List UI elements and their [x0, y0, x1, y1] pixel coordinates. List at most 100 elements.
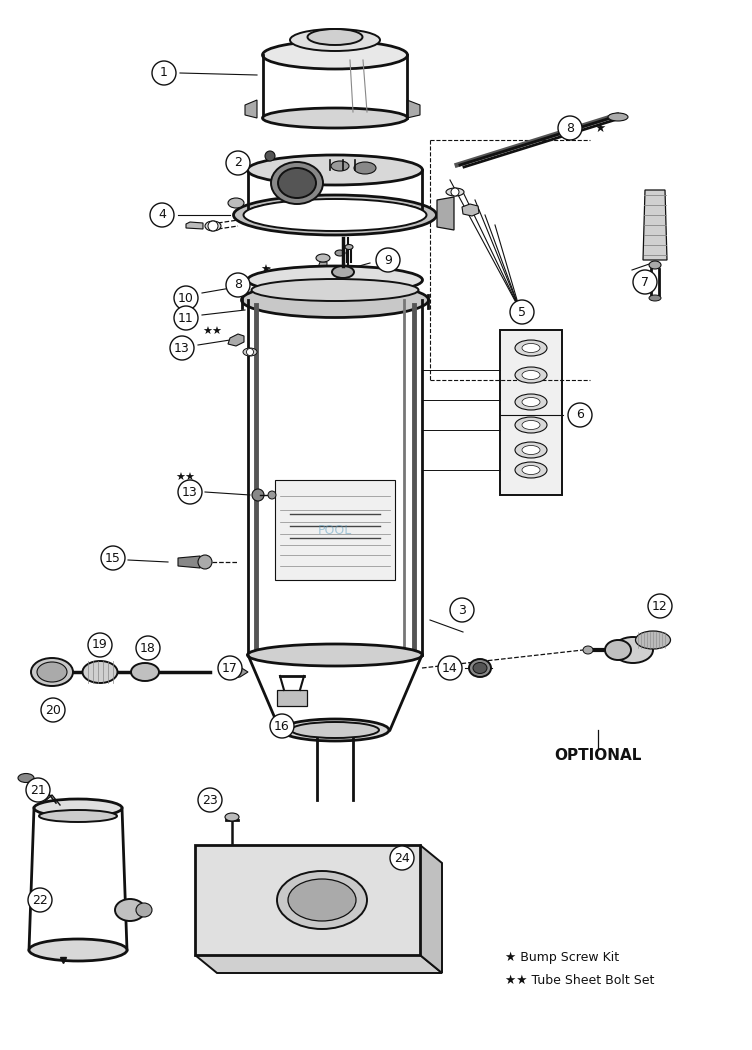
Text: 8: 8 [234, 278, 242, 292]
Text: ★: ★ [260, 265, 270, 275]
Text: 3: 3 [458, 604, 466, 616]
Circle shape [252, 489, 264, 501]
Ellipse shape [522, 445, 540, 455]
Ellipse shape [291, 722, 379, 738]
Ellipse shape [522, 420, 540, 429]
Ellipse shape [83, 662, 117, 682]
Circle shape [270, 714, 294, 738]
Text: 17: 17 [222, 662, 238, 674]
Ellipse shape [522, 465, 540, 475]
Circle shape [390, 846, 414, 870]
Text: 8: 8 [566, 122, 574, 134]
Polygon shape [225, 665, 248, 679]
Ellipse shape [247, 266, 423, 294]
Ellipse shape [635, 631, 671, 649]
Polygon shape [277, 690, 307, 706]
Ellipse shape [335, 250, 345, 256]
Text: 18: 18 [140, 642, 156, 654]
Circle shape [174, 286, 198, 310]
Circle shape [376, 248, 400, 272]
Ellipse shape [469, 659, 491, 677]
Ellipse shape [345, 245, 353, 250]
Bar [275, 480, 395, 580]
Circle shape [178, 480, 202, 504]
Text: 20: 20 [45, 704, 61, 716]
Circle shape [41, 698, 65, 722]
Ellipse shape [649, 261, 661, 269]
Ellipse shape [262, 108, 408, 128]
Circle shape [226, 151, 250, 175]
Text: 15: 15 [105, 551, 121, 565]
Text: 23: 23 [202, 794, 218, 806]
Polygon shape [407, 100, 420, 118]
Ellipse shape [331, 161, 349, 171]
Ellipse shape [225, 813, 239, 821]
Ellipse shape [34, 799, 122, 817]
Text: 24: 24 [394, 852, 410, 864]
Text: 12: 12 [652, 600, 668, 612]
Ellipse shape [288, 879, 356, 921]
Ellipse shape [136, 903, 152, 917]
Ellipse shape [278, 168, 316, 198]
Ellipse shape [515, 368, 547, 383]
Circle shape [451, 188, 459, 196]
Ellipse shape [115, 899, 145, 921]
Bar [195, 845, 420, 956]
Polygon shape [186, 222, 203, 229]
Text: ★★ Tube Sheet Bolt Set: ★★ Tube Sheet Bolt Set [505, 973, 654, 987]
Circle shape [510, 300, 534, 324]
Text: ★ Bump Screw Kit: ★ Bump Screw Kit [505, 951, 619, 965]
Ellipse shape [271, 162, 323, 204]
Text: 7: 7 [641, 275, 649, 289]
Ellipse shape [31, 658, 73, 686]
Polygon shape [317, 262, 327, 270]
Text: ★★: ★★ [175, 472, 195, 483]
Ellipse shape [281, 719, 389, 741]
Ellipse shape [515, 394, 547, 410]
Ellipse shape [649, 295, 661, 301]
Circle shape [170, 336, 194, 360]
Ellipse shape [131, 663, 159, 681]
Text: 6: 6 [576, 408, 584, 421]
Ellipse shape [234, 195, 436, 235]
Circle shape [101, 546, 125, 570]
Circle shape [247, 349, 253, 356]
Text: 11: 11 [178, 312, 194, 324]
Polygon shape [420, 845, 442, 973]
Bar [500, 330, 562, 495]
Text: 10: 10 [178, 292, 194, 304]
Text: 16: 16 [274, 719, 290, 733]
Polygon shape [195, 956, 442, 973]
Text: 21: 21 [30, 783, 46, 797]
Text: ★: ★ [594, 122, 605, 134]
Ellipse shape [613, 637, 653, 663]
Ellipse shape [515, 417, 547, 433]
Circle shape [26, 778, 50, 802]
Ellipse shape [247, 644, 423, 666]
Text: 5: 5 [518, 306, 526, 318]
Circle shape [218, 656, 242, 680]
Circle shape [174, 306, 198, 330]
Circle shape [268, 491, 276, 499]
Ellipse shape [277, 872, 367, 929]
Text: OPTIONAL: OPTIONAL [554, 748, 641, 762]
Ellipse shape [228, 198, 244, 208]
Ellipse shape [316, 254, 330, 262]
Ellipse shape [244, 200, 426, 231]
Text: POOL: POOL [318, 524, 352, 537]
Circle shape [558, 116, 582, 140]
Ellipse shape [515, 462, 547, 478]
Polygon shape [437, 197, 454, 230]
Ellipse shape [608, 113, 628, 121]
Ellipse shape [515, 442, 547, 458]
Ellipse shape [522, 371, 540, 379]
Text: 14: 14 [442, 662, 458, 674]
Circle shape [208, 220, 218, 231]
Polygon shape [178, 556, 200, 568]
Text: 1: 1 [160, 66, 168, 80]
Ellipse shape [205, 220, 221, 231]
Ellipse shape [241, 282, 429, 317]
Polygon shape [462, 204, 479, 216]
Circle shape [648, 594, 672, 618]
Ellipse shape [473, 663, 487, 673]
